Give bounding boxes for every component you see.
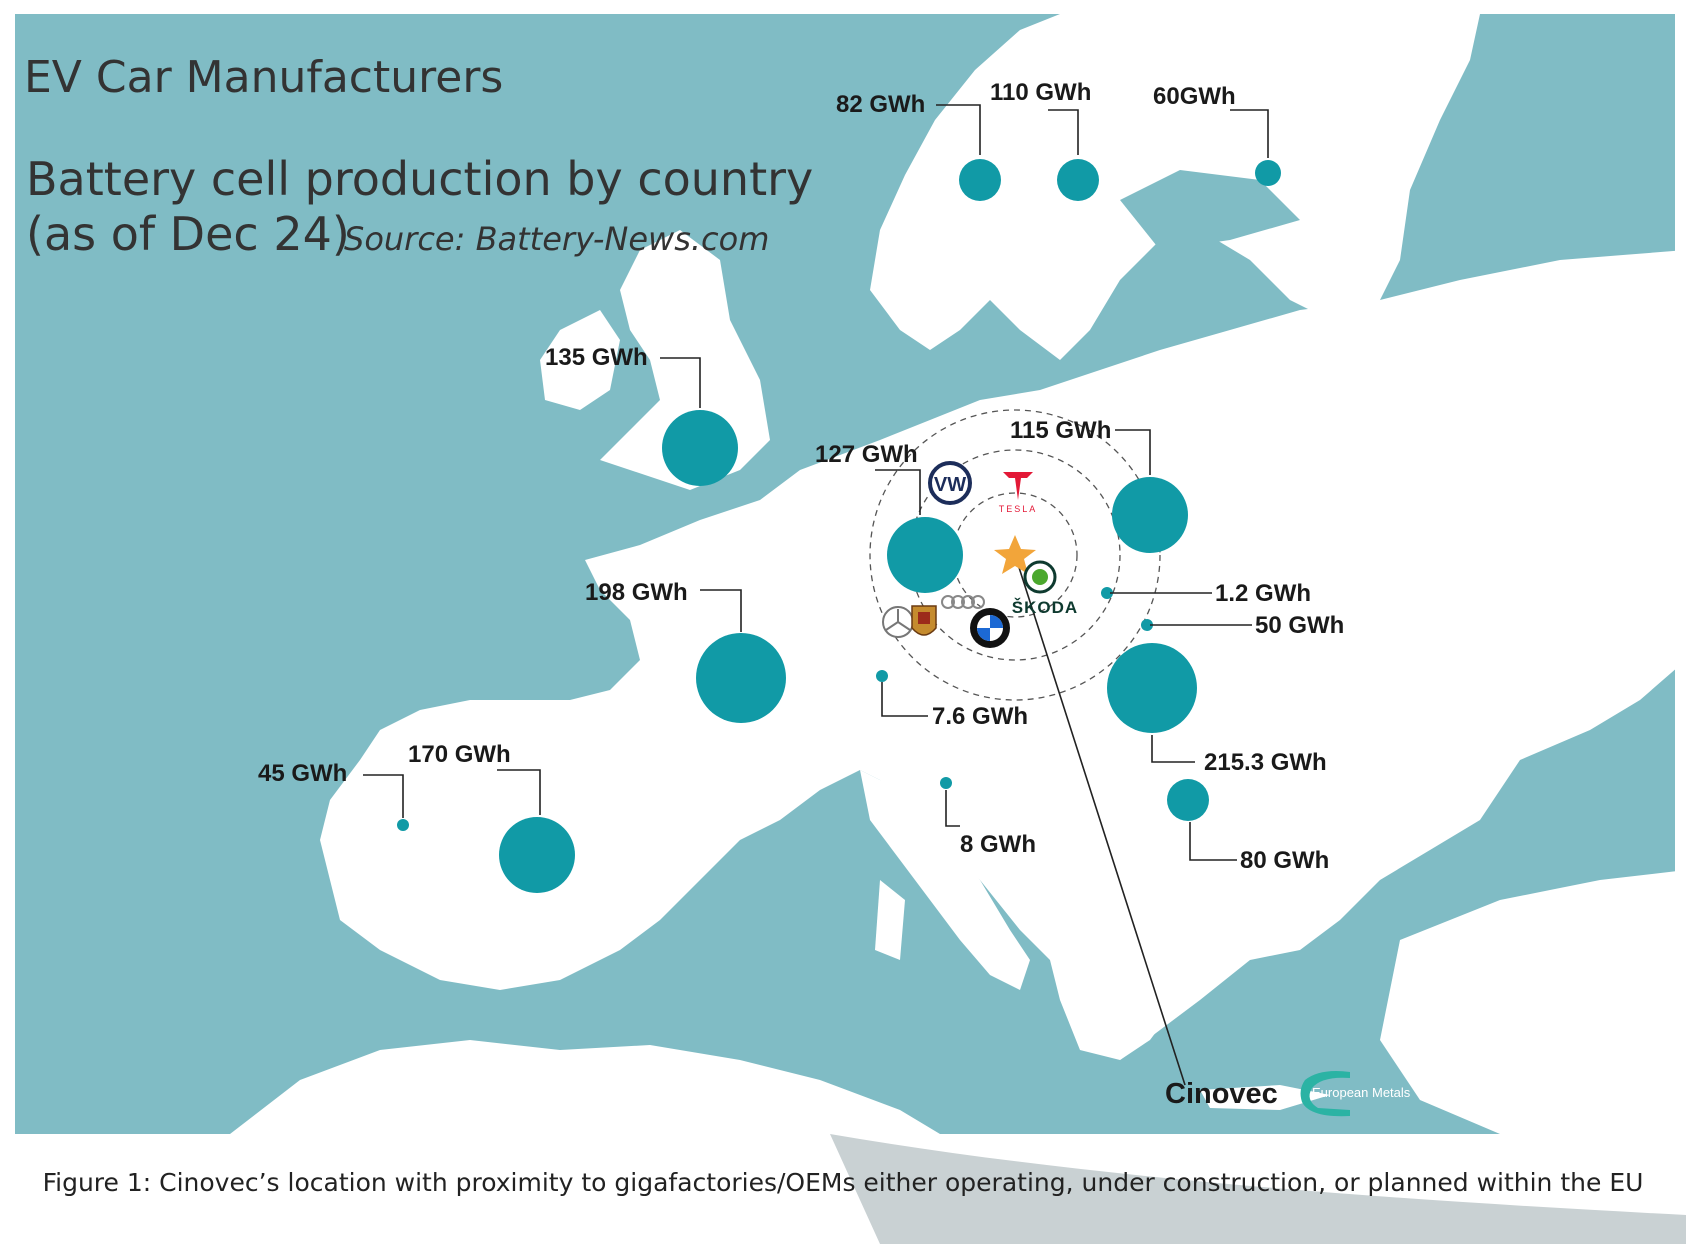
north-africa-land — [230, 1040, 940, 1134]
map-title: EV Car Manufacturers — [24, 52, 503, 103]
bubble-norway — [959, 159, 1001, 201]
label-slovakia: 50 GWh — [1255, 612, 1344, 639]
bubble-hungary — [1107, 643, 1197, 733]
bubble-spain — [499, 817, 575, 893]
anatolia-land — [1380, 870, 1686, 1134]
subtitle-line1: Battery cell production by country — [26, 152, 813, 206]
continent-land — [320, 250, 1686, 1060]
bubble-uk — [662, 410, 738, 486]
bubble-germany — [887, 517, 963, 593]
porsche-logo-icon — [911, 605, 937, 636]
cinovec-pointer-line — [1014, 554, 1186, 1086]
bubble-finland — [1255, 160, 1281, 186]
bubble-portugal — [397, 819, 409, 831]
bubble-france — [696, 633, 786, 723]
decorative-swoosh — [830, 1134, 1686, 1244]
bubble-switzerland — [876, 670, 888, 682]
proximity-rings — [869, 409, 1161, 701]
european-metals-wordmark: European Metals — [1312, 1085, 1411, 1100]
italy-land — [860, 770, 1030, 990]
bubble-serbia — [1167, 779, 1209, 821]
baltic-gulf — [1120, 170, 1300, 250]
label-spain: 170 GWh — [408, 741, 511, 768]
svg-text:VW: VW — [934, 474, 966, 496]
bubble-poland — [1112, 477, 1188, 553]
label-poland: 115 GWh — [1010, 417, 1111, 444]
label-norway: 82 GWh — [836, 91, 925, 118]
label-italy: 8 GWh — [960, 831, 1036, 858]
audi-logo-icon — [941, 595, 985, 609]
cinovec-label: Cinovec — [1165, 1078, 1278, 1110]
label-france: 198 GWh — [585, 579, 688, 606]
label-switzerland: 7.6 GWh — [932, 703, 1028, 730]
sardinia-land — [875, 880, 905, 960]
subtitle-line2: (as of Dec 24) — [26, 207, 350, 261]
figure-caption: Figure 1: Cinovec’s location with proxim… — [42, 1168, 1644, 1197]
label-hungary: 215.3 GWh — [1204, 749, 1327, 776]
tesla-wordmark: TESLA — [999, 504, 1038, 514]
leader-lines — [363, 104, 1269, 1086]
label-czech: 1.2 GWh — [1215, 580, 1311, 607]
production-labels: 82 GWh 110 GWh 60GWh 135 GWh 127 GWh 115… — [258, 79, 1344, 874]
source-note: Source: Battery-News.com — [344, 220, 769, 258]
oem-logos: VW TESLA ŠKODA — [882, 461, 1078, 648]
balkans-land — [1080, 850, 1240, 1060]
bubble-sweden — [1057, 159, 1099, 201]
skoda-logo-icon: ŠKODA — [1012, 560, 1078, 617]
ireland-land — [540, 310, 620, 410]
bubble-italy — [940, 777, 952, 789]
vw-logo-icon: VW — [928, 461, 972, 505]
skoda-wordmark: ŠKODA — [1012, 598, 1078, 617]
label-serbia: 80 GWh — [1240, 847, 1329, 874]
bmw-logo-icon — [970, 608, 1010, 648]
european-metals-logo-icon: European Metals — [1300, 1071, 1411, 1117]
label-uk: 135 GWh — [545, 344, 648, 371]
production-bubbles — [397, 159, 1281, 893]
star-icon — [994, 535, 1036, 574]
tesla-logo-icon: TESLA — [999, 472, 1038, 514]
label-portugal: 45 GWh — [258, 760, 347, 787]
label-germany: 127 GWh — [815, 441, 918, 468]
land-masses — [230, 14, 1686, 1134]
bubble-slovakia — [1141, 619, 1153, 631]
bubble-czech — [1101, 587, 1113, 599]
crete-land — [1200, 1085, 1330, 1110]
mercedes-logo-icon — [882, 606, 914, 638]
label-finland: 60GWh — [1153, 83, 1236, 110]
label-sweden: 110 GWh — [990, 79, 1091, 106]
